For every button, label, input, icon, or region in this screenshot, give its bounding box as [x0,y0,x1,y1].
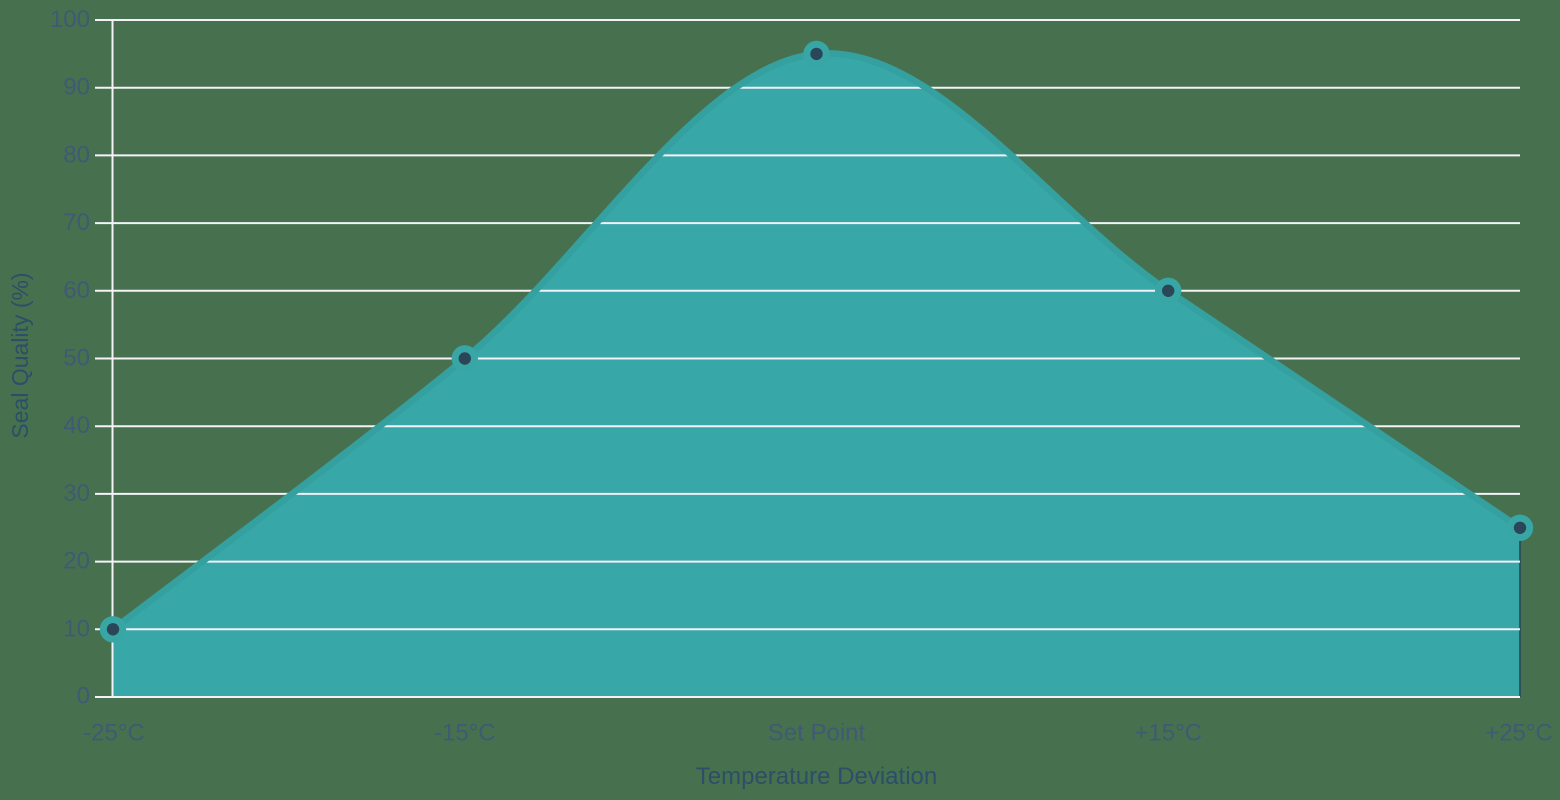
svg-text:Set Point: Set Point [768,720,866,747]
svg-text:Temperature Deviation: Temperature Deviation [696,763,937,790]
svg-text:+25°C: +25°C [1485,720,1553,747]
svg-text:90: 90 [63,74,90,101]
svg-text:+15°C: +15°C [1134,720,1202,747]
svg-text:100: 100 [50,6,90,33]
svg-text:60: 60 [63,277,90,304]
svg-text:Seal Quality (%): Seal Quality (%) [7,272,33,438]
svg-text:80: 80 [63,141,90,168]
svg-text:-25°C: -25°C [83,720,145,747]
svg-text:50: 50 [63,345,90,372]
svg-text:0: 0 [77,683,90,710]
svg-text:10: 10 [63,615,90,642]
svg-text:20: 20 [63,548,90,575]
svg-text:40: 40 [63,412,90,439]
svg-text:30: 30 [63,480,90,507]
svg-text:-15°C: -15°C [434,720,496,747]
svg-text:70: 70 [63,209,90,236]
